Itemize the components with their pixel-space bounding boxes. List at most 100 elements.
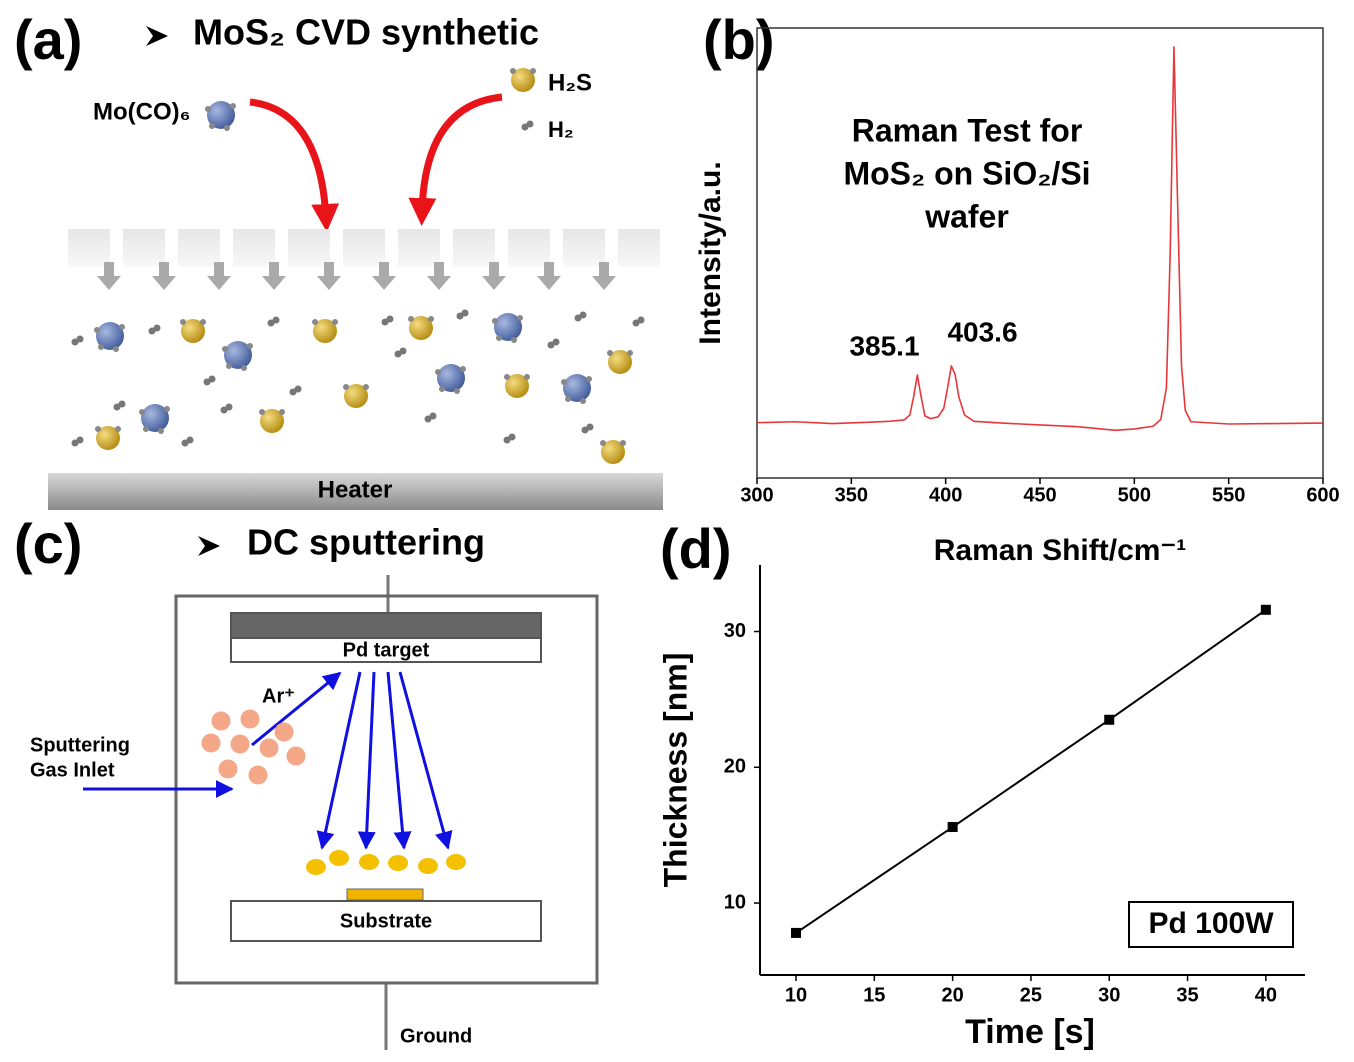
data-line — [756, 46, 1324, 432]
heater — [48, 473, 663, 510]
molecule — [505, 374, 529, 398]
molecule — [313, 319, 337, 343]
precursor-label: Mo(CO)₆ — [93, 98, 191, 125]
atom — [435, 369, 441, 375]
shower-cell — [123, 229, 165, 267]
shower-cell — [618, 229, 660, 267]
shower-cell — [233, 229, 275, 267]
peak-label: 403.6 — [947, 316, 1017, 347]
atom — [508, 433, 516, 441]
peak-label: 385.1 — [849, 330, 919, 361]
data-point — [1260, 604, 1271, 615]
atom — [454, 388, 460, 394]
shower-cell — [398, 229, 440, 267]
target — [230, 637, 542, 663]
atom — [408, 316, 414, 322]
data-point — [791, 927, 802, 938]
data-point — [947, 822, 958, 833]
sputtered-atom — [388, 855, 408, 871]
shower-cell — [343, 229, 385, 267]
atom — [222, 346, 228, 352]
down-arrow — [207, 262, 231, 290]
molecule — [260, 409, 284, 433]
molecule — [409, 316, 433, 340]
atom — [524, 374, 530, 380]
x-tick-label: 600 — [1306, 484, 1339, 506]
atom-arrow — [398, 671, 453, 850]
atom — [200, 319, 206, 325]
down-arrow — [152, 262, 176, 290]
shower-cell — [563, 229, 605, 267]
y-axis-label: Thickness [nm] — [657, 653, 693, 888]
atom — [94, 327, 100, 333]
atom — [205, 106, 211, 112]
down-arrow — [427, 262, 451, 290]
molecule — [437, 364, 465, 392]
atom — [113, 346, 119, 352]
bullet — [146, 26, 168, 46]
atom — [526, 120, 534, 128]
shower-cell — [508, 229, 550, 267]
substrate — [230, 900, 542, 942]
atom — [279, 409, 285, 415]
x-axis-label: Time [s] — [965, 1013, 1095, 1051]
gas-label: H₂ — [548, 117, 574, 142]
atom — [586, 423, 594, 431]
chart-title: wafer — [924, 198, 1009, 234]
atom — [586, 376, 592, 382]
molecule — [494, 313, 522, 341]
y-axis-label: Intensity/a.u. — [694, 161, 727, 344]
atom — [115, 426, 121, 432]
flow-arrow — [408, 93, 503, 226]
atom-arrow — [316, 671, 362, 850]
down-arrow — [317, 262, 341, 290]
sputtered-atom — [359, 854, 379, 870]
panel-a: (a) MoS₂ CVD synthetic Mo(CO)₆ H₂S H₂ He… — [14, 8, 663, 510]
x-tick-label: 30 — [1098, 984, 1120, 1006]
panel-title: DC sputtering — [247, 522, 485, 563]
atom — [241, 365, 247, 371]
atom — [552, 338, 560, 346]
chart-title: MoS₂ on SiO₂/Si — [843, 155, 1090, 191]
atom — [186, 436, 194, 444]
atom — [230, 103, 236, 109]
x-tick-label: 350 — [835, 484, 868, 506]
heater-label: Heater — [318, 476, 393, 503]
x-tick-label: 550 — [1212, 484, 1245, 506]
atom — [510, 68, 516, 74]
panel-label: (c) — [14, 512, 82, 575]
atom — [225, 403, 233, 411]
atom — [119, 324, 125, 330]
panel-label: (b) — [703, 8, 775, 71]
atom — [95, 426, 101, 432]
atom — [637, 316, 645, 324]
panel-title: MoS₂ CVD synthetic — [193, 12, 539, 53]
atom — [224, 125, 230, 131]
atom — [343, 384, 349, 390]
atom — [460, 366, 466, 372]
x-tick-label: 40 — [1255, 984, 1277, 1006]
atom — [627, 350, 633, 356]
film — [346, 888, 424, 901]
panel-label: (a) — [14, 8, 82, 71]
atom — [496, 335, 502, 341]
gas-particle — [218, 759, 238, 779]
atom — [332, 319, 338, 325]
atom — [492, 318, 498, 324]
panel-c: (c) DC sputtering Pd target Ar⁺ Sputteri… — [14, 512, 599, 1050]
atom — [565, 396, 571, 402]
gas-particle — [286, 746, 306, 766]
legend-label: Pd 100W — [1148, 907, 1274, 940]
atom — [517, 315, 523, 321]
x-tick-label: 35 — [1176, 984, 1198, 1006]
inlet-label: Sputtering — [30, 734, 130, 756]
gas-particle — [201, 733, 221, 753]
atom-arrow — [357, 671, 376, 850]
atom — [139, 409, 145, 415]
atom — [118, 400, 126, 408]
x-tick-label: 25 — [1020, 984, 1042, 1006]
molecule — [511, 68, 535, 92]
data-line — [795, 608, 1267, 934]
atom — [143, 426, 149, 432]
y-tick-label: 10 — [724, 891, 746, 913]
